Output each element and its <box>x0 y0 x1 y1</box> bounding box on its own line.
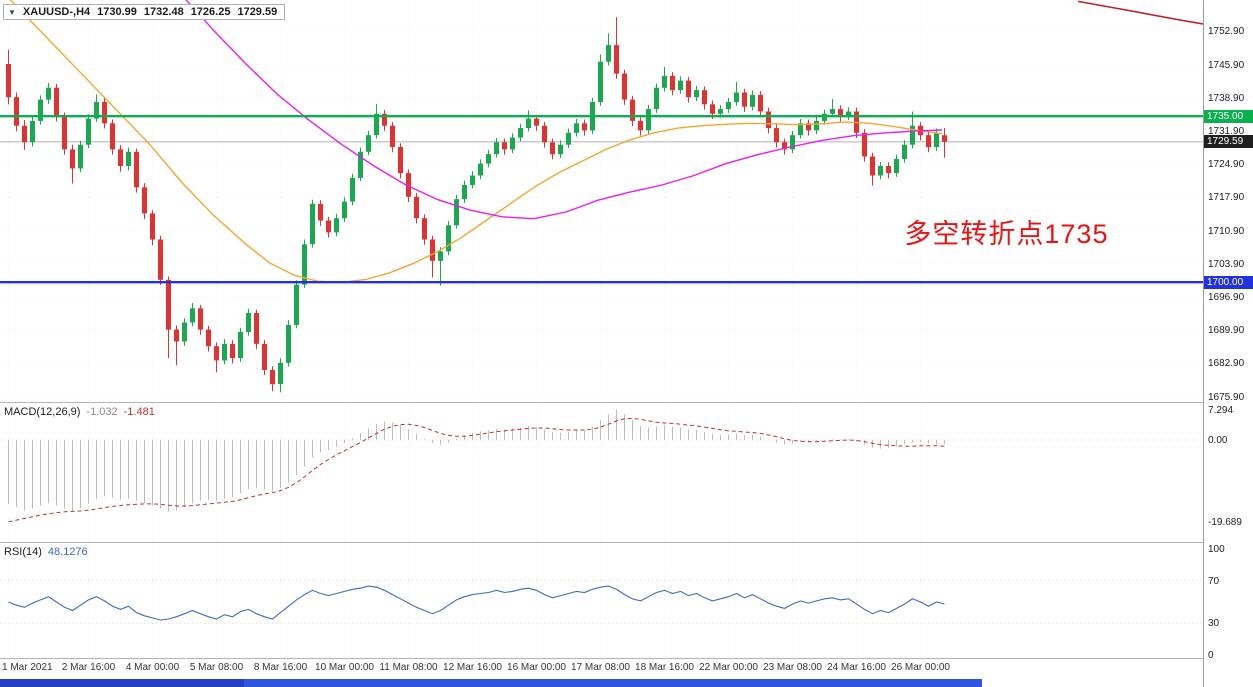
symbol-ohlc-box[interactable]: ▼ XAUUSD-,H4 1730.99 1732.48 1726.25 172… <box>3 4 286 20</box>
bottom-taskbar <box>0 679 1253 687</box>
price-axis-label: 1696.90 <box>1208 291 1245 303</box>
price-axis-label: 1675.90 <box>1208 391 1245 403</box>
rsi-axis-label: 0 <box>1208 650 1214 661</box>
ma-line-orange <box>9 0 943 283</box>
macd-panel-canvas[interactable] <box>0 403 1203 542</box>
price-axis-label: 1724.90 <box>1208 159 1245 171</box>
symbol-timeframe-label: XAUUSD-,H4 <box>22 6 91 18</box>
hline-price-tag: 1735.00 <box>1204 109 1253 123</box>
time-axis-label: 4 Mar 00:00 <box>125 662 180 673</box>
candles[interactable] <box>6 17 947 393</box>
time-axis-label: 22 Mar 00:00 <box>699 662 758 673</box>
time-axis-label: 23 Mar 08:00 <box>763 662 822 673</box>
time-axis-label: 8 Mar 16:00 <box>253 662 308 673</box>
panel-separator <box>0 658 1253 659</box>
time-axis-label: 24 Mar 16:00 <box>827 662 886 673</box>
time-axis-label: 12 Mar 16:00 <box>443 662 502 673</box>
rsi-axis-label: 70 <box>1208 575 1220 587</box>
time-axis-label: 1 Mar 2021 <box>2 662 53 673</box>
macd-histogram <box>8 409 945 512</box>
time-axis-label: 5 Mar 08:00 <box>189 662 244 673</box>
price-axis-label: 1717.90 <box>1208 192 1245 204</box>
price-axis-label: 1731.90 <box>1208 125 1245 137</box>
price-axis-label: 1752.90 <box>1208 26 1245 38</box>
rsi-name: RSI(14) <box>4 546 42 558</box>
rsi-indicator-header: RSI(14) 48.1276 <box>4 546 88 558</box>
macd-main-value: -1.032 <box>86 406 118 418</box>
collapse-arrow-icon[interactable]: ▼ <box>8 7 16 17</box>
rsi-panel-canvas[interactable] <box>0 543 1203 658</box>
time-axis-label: 2 Mar 16:00 <box>61 662 116 673</box>
time-axis-label: 26 Mar 00:00 <box>891 662 950 673</box>
bottom-bar-segment <box>244 679 982 687</box>
price-axis-label: 1682.90 <box>1208 358 1245 370</box>
time-axis-label: 16 Mar 00:00 <box>507 662 566 673</box>
macd-signal-line <box>8 417 945 523</box>
price-axis-label: 1710.90 <box>1208 225 1245 237</box>
panel-separator <box>0 402 1253 403</box>
macd-name: MACD(12,26,9) <box>4 406 81 418</box>
rsi-line <box>8 585 945 621</box>
price-axis-label: 1738.90 <box>1208 92 1245 104</box>
price-axis[interactable]: 1752.90 1745.90 1738.90 1731.90 1724.90 1717.… <box>1203 0 1253 687</box>
rsi-axis-label: 30 <box>1208 618 1220 630</box>
macd-axis-label: 0.00 <box>1208 435 1228 446</box>
price-axis-label: 1703.90 <box>1208 258 1245 270</box>
macd-signal-value: -1.481 <box>123 406 155 418</box>
time-axis-label: 10 Mar 00:00 <box>315 662 374 673</box>
macd-axis-label: 7.294 <box>1208 404 1234 416</box>
price-axis-label: 1689.90 <box>1208 325 1245 337</box>
ohlc-low: 1726.25 <box>190 6 231 18</box>
panel-separator <box>0 542 1253 543</box>
bottom-bar-segment <box>0 679 244 687</box>
ohlc-open: 1730.99 <box>97 6 137 18</box>
ma-line-magenta <box>185 0 943 220</box>
time-axis-label: 11 Mar 08:00 <box>379 662 438 673</box>
chart-text-annotation[interactable]: 多空转折点1735 <box>904 219 1109 249</box>
macd-axis-label: -19.689 <box>1208 516 1242 528</box>
red-trend-curve[interactable] <box>1077 0 1203 30</box>
rsi-value: 48.1276 <box>47 546 88 558</box>
ohlc-high: 1732.48 <box>143 6 184 18</box>
price-axis-label: 1745.90 <box>1208 59 1245 71</box>
bid-price-tag: 1729.59 <box>1204 135 1253 149</box>
rsi-axis-label: 100 <box>1208 544 1225 555</box>
time-axis-label: 17 Mar 08:00 <box>571 662 630 673</box>
price-chart-canvas[interactable] <box>0 0 1203 402</box>
hline-price-tag: 1700.00 <box>1204 275 1253 289</box>
macd-indicator-header: MACD(12,26,9) -1.032 -1.481 <box>4 406 155 418</box>
time-axis-label: 18 Mar 16:00 <box>635 662 694 673</box>
time-axis[interactable]: 1 Mar 2021 2 Mar 16:00 4 Mar 00:00 5 Mar 08… <box>0 659 1203 679</box>
ohlc-close: 1729.59 <box>237 6 278 18</box>
